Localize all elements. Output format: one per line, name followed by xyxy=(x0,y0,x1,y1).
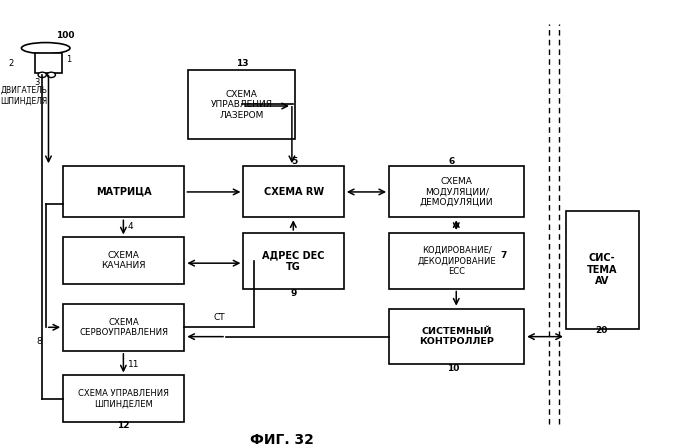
Text: СХЕМА
СЕРВОУПРАВЛЕНИЯ: СХЕМА СЕРВОУПРАВЛЕНИЯ xyxy=(79,318,168,337)
FancyBboxPatch shape xyxy=(36,52,62,73)
Text: 8: 8 xyxy=(36,337,42,346)
Text: 7: 7 xyxy=(500,251,507,260)
Text: СХЕМА RW: СХЕМА RW xyxy=(264,187,324,197)
Text: 9: 9 xyxy=(291,289,297,297)
Text: СХЕМА
УПРАВЛЕНИЯ
ЛАЗЕРОМ: СХЕМА УПРАВЛЕНИЯ ЛАЗЕРОМ xyxy=(210,90,273,120)
Text: СХЕМА УПРАВЛЕНИЯ
ШПИНДЕЛЕМ: СХЕМА УПРАВЛЕНИЯ ШПИНДЕЛЕМ xyxy=(78,389,169,409)
Text: 1: 1 xyxy=(66,55,72,64)
Text: 3: 3 xyxy=(35,78,40,87)
FancyBboxPatch shape xyxy=(188,70,296,139)
Text: СХЕМА
МОДУЛЯЦИИ/
ДЕМОДУЛЯЦИИ: СХЕМА МОДУЛЯЦИИ/ ДЕМОДУЛЯЦИИ xyxy=(420,177,493,207)
Text: 10: 10 xyxy=(447,364,460,373)
Text: 4: 4 xyxy=(127,222,134,231)
Text: 6: 6 xyxy=(448,157,454,166)
Text: СИС-
ТЕМА
AV: СИС- ТЕМА AV xyxy=(587,253,617,286)
Ellipse shape xyxy=(22,43,70,54)
Text: 100: 100 xyxy=(56,31,75,40)
Text: СИСТЕМНЫЙ
КОНТРОЛЛЕР: СИСТЕМНЫЙ КОНТРОЛЛЕР xyxy=(419,327,494,346)
FancyBboxPatch shape xyxy=(243,166,344,217)
Text: 20: 20 xyxy=(596,326,608,336)
Circle shape xyxy=(38,72,46,78)
Text: 11: 11 xyxy=(127,360,139,369)
FancyBboxPatch shape xyxy=(243,233,344,289)
Text: СХЕМА
КАЧАНИЯ: СХЕМА КАЧАНИЯ xyxy=(101,251,146,271)
Text: АДРЕС DEC
TG: АДРЕС DEC TG xyxy=(262,250,325,271)
FancyBboxPatch shape xyxy=(63,237,185,284)
Text: ДВИГАТЕЛЬ
ШПИНДЕЛЯ: ДВИГАТЕЛЬ ШПИНДЕЛЯ xyxy=(1,86,48,105)
FancyBboxPatch shape xyxy=(389,233,524,289)
Circle shape xyxy=(47,72,55,78)
FancyBboxPatch shape xyxy=(566,211,639,329)
FancyBboxPatch shape xyxy=(389,166,524,217)
FancyBboxPatch shape xyxy=(389,309,524,364)
Text: 2: 2 xyxy=(8,59,14,68)
Text: 5: 5 xyxy=(291,157,297,166)
Text: МАТРИЦА: МАТРИЦА xyxy=(96,187,152,197)
Text: 12: 12 xyxy=(117,421,129,430)
Text: 13: 13 xyxy=(236,59,248,68)
Text: CT: CT xyxy=(213,313,225,322)
Text: КОДИРОВАНИЕ/
ДЕКОДИРОВАНИЕ
ЕСС: КОДИРОВАНИЕ/ ДЕКОДИРОВАНИЕ ЕСС xyxy=(417,246,496,276)
FancyBboxPatch shape xyxy=(63,166,185,217)
Text: ФИГ. 32: ФИГ. 32 xyxy=(250,433,313,447)
FancyBboxPatch shape xyxy=(63,304,185,351)
FancyBboxPatch shape xyxy=(63,375,185,422)
